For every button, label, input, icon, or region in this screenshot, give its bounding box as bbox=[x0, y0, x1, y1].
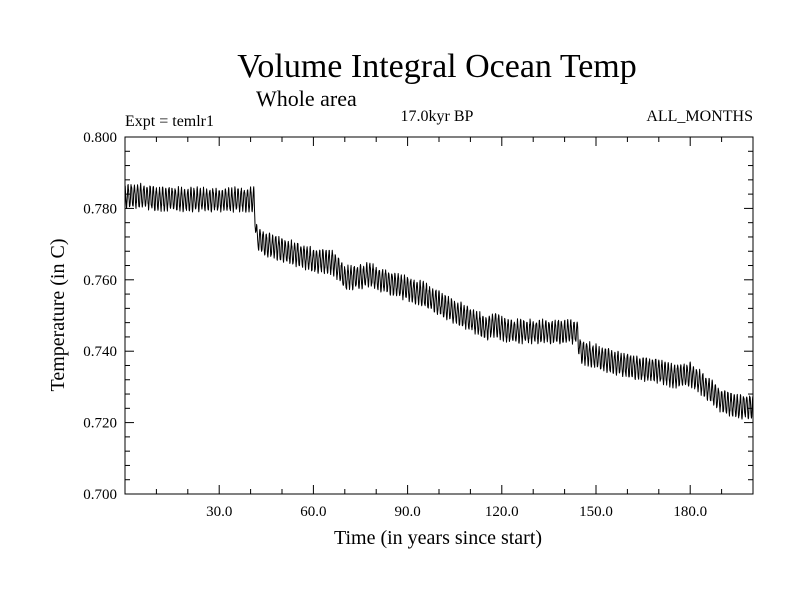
chart-subtitle: Whole area bbox=[256, 86, 357, 111]
y-axis-label: Temperature (in C) bbox=[47, 239, 69, 392]
series-line bbox=[124, 182, 754, 420]
x-tick-label: 60.0 bbox=[300, 504, 326, 520]
expt-label: Expt = temlr1 bbox=[125, 113, 214, 130]
x-axis-label: Time (in years since start) bbox=[334, 527, 542, 549]
y-tick-label: 0.740 bbox=[83, 344, 117, 360]
y-tick-label: 0.720 bbox=[83, 416, 117, 432]
x-tick-label: 30.0 bbox=[206, 504, 232, 520]
y-tick-label: 0.700 bbox=[83, 487, 117, 503]
plot-frame bbox=[124, 136, 754, 495]
y-tick-label: 0.760 bbox=[83, 273, 117, 289]
x-tick-label: 180.0 bbox=[673, 504, 707, 520]
axis-ticks bbox=[125, 137, 753, 494]
x-tick-label: 150.0 bbox=[579, 504, 613, 520]
tick-labels: 30.0 60.0 90.0 120.0 150.0 180.0 0.700 0.720 0.7… bbox=[83, 130, 707, 520]
months-label: ALL_MONTHS bbox=[646, 108, 753, 125]
chart-title: Volume Integral Ocean Temp bbox=[237, 48, 637, 85]
period-label: 17.0kyr BP bbox=[401, 108, 474, 125]
x-tick-label: 90.0 bbox=[394, 504, 420, 520]
x-tick-label: 120.0 bbox=[485, 504, 519, 520]
y-tick-label: 0.800 bbox=[83, 130, 117, 146]
y-tick-label: 0.780 bbox=[83, 201, 117, 217]
